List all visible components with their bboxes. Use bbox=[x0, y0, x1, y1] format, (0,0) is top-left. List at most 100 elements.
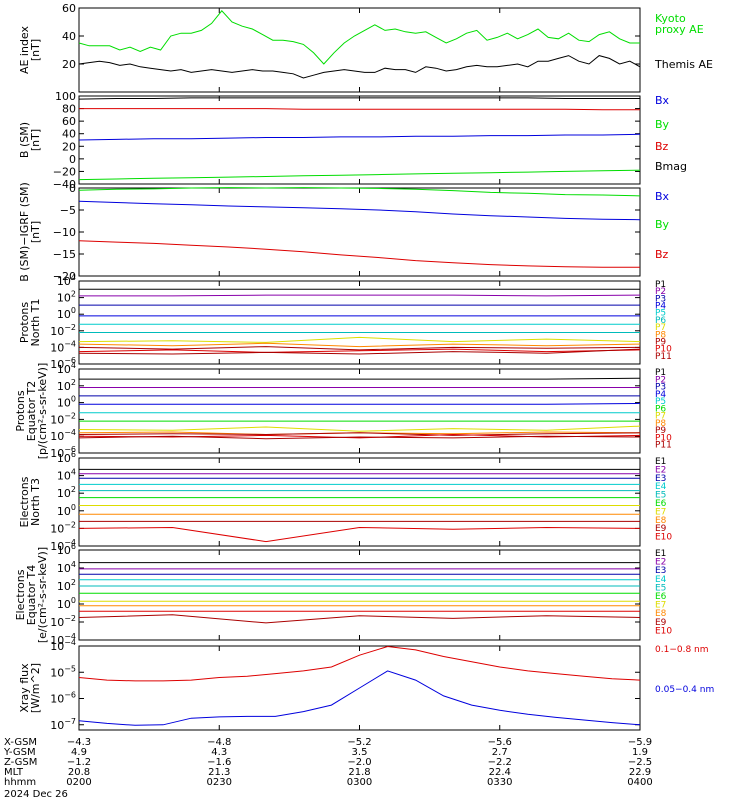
y-tick-label: 10−6 bbox=[50, 445, 76, 460]
series-legend-label: P6 bbox=[655, 404, 666, 414]
ephemeris-value: 2.7 bbox=[492, 747, 508, 758]
y-axis-label: [W/m^2] bbox=[29, 663, 42, 713]
series-line bbox=[78, 670, 641, 726]
y-axis-label: Protons bbox=[18, 302, 31, 343]
y-tick-label: 104 bbox=[57, 468, 76, 483]
series-legend-label: E6 bbox=[655, 499, 667, 509]
series-legend-label: E9 bbox=[655, 524, 667, 534]
series-legend-label: E8 bbox=[655, 516, 667, 526]
series-line bbox=[78, 348, 641, 355]
series-line bbox=[78, 645, 641, 682]
ephemeris-value: −2.0 bbox=[347, 757, 371, 768]
series-legend-label: E10 bbox=[655, 626, 672, 636]
ephemeris-value: −1.6 bbox=[207, 757, 231, 768]
ephemeris-value: −1.2 bbox=[67, 757, 91, 768]
series-line bbox=[78, 614, 641, 624]
series-legend-label: P4 bbox=[655, 302, 666, 312]
ephemeris-value: −5.6 bbox=[488, 737, 512, 748]
series-legend-label: P10 bbox=[655, 433, 672, 443]
y-tick-label: 10−4 bbox=[50, 428, 76, 443]
series-legend-label: P8 bbox=[655, 419, 666, 429]
series-legend-label: E9 bbox=[655, 618, 667, 628]
series-legend-label: E3 bbox=[655, 474, 666, 484]
series-line bbox=[78, 240, 640, 268]
series-line bbox=[79, 377, 641, 380]
y-axis-label: [nT] bbox=[29, 129, 42, 151]
ephemeris-value: 4.3 bbox=[211, 747, 227, 758]
y-axis-label: Electrons bbox=[14, 569, 27, 620]
series-legend-label: Bmag bbox=[655, 160, 687, 173]
y-tick-label: 40 bbox=[62, 30, 76, 43]
series-legend-label: P11 bbox=[655, 352, 672, 362]
y-tick-label: 60 bbox=[62, 2, 76, 15]
y-tick-label: 104 bbox=[57, 361, 76, 376]
date-label: 2024 Dec 26 bbox=[4, 789, 68, 800]
y-tick-label: 10−4 bbox=[50, 538, 76, 553]
series-legend-label: By bbox=[655, 118, 670, 131]
y-tick-label: 10−2 bbox=[50, 411, 76, 426]
series-legend-label: E8 bbox=[655, 609, 667, 619]
y-tick-label: 40 bbox=[62, 128, 76, 141]
ephemeris-label: X-GSM bbox=[4, 737, 37, 748]
y-tick-label: 10−6 bbox=[50, 356, 76, 371]
y-tick-label: 10−2 bbox=[50, 614, 76, 629]
series-legend-label: P3 bbox=[655, 294, 666, 304]
series-legend-label: P9 bbox=[655, 337, 666, 347]
ephemeris-value: 0400 bbox=[627, 777, 652, 788]
ephemeris-value: −4.3 bbox=[67, 737, 91, 748]
ephemeris-value: −4.8 bbox=[207, 737, 231, 748]
y-axis-label: Protons bbox=[14, 390, 27, 431]
series-legend-label: P1 bbox=[655, 280, 666, 290]
series-legend-label: P8 bbox=[655, 330, 666, 340]
footer-ephemeris: X-GSM −4.3 −4.8 −5.2 −5.6 −5.9 Y-GSM 4.9 4.3 3.5 2… bbox=[3, 737, 653, 800]
series-legend-label: E5 bbox=[655, 491, 666, 501]
ephemeris-value: 1.9 bbox=[632, 747, 648, 758]
y-tick-label: 100 bbox=[57, 596, 76, 611]
y-axis-label: Xray flux bbox=[18, 663, 31, 713]
series-legend-label: P5 bbox=[655, 309, 666, 319]
y-tick-label: 106 bbox=[57, 450, 76, 465]
y-axis-label: Equator T2 bbox=[25, 381, 38, 441]
series-legend-label: E1 bbox=[655, 457, 666, 467]
y-tick-label: 100 bbox=[57, 503, 76, 518]
ephemeris-value: 4.9 bbox=[71, 747, 87, 758]
y-tick-label: 104 bbox=[57, 560, 76, 575]
y-tick-label: 10−6 bbox=[50, 691, 76, 706]
y-axis-label: North T1 bbox=[29, 299, 42, 347]
y-axis-label: AE index bbox=[18, 25, 31, 74]
series-line bbox=[78, 432, 641, 436]
panel-frame bbox=[78, 187, 641, 277]
series-line bbox=[78, 200, 641, 221]
series-legend-label: E7 bbox=[655, 601, 666, 611]
series-legend-label: Bz bbox=[655, 248, 669, 261]
series-legend-label: P7 bbox=[655, 323, 666, 333]
series-legend-label: E6 bbox=[655, 592, 667, 602]
y-axis-label: B (SM)−IGRF (SM) bbox=[18, 182, 31, 282]
series-legend-label: P3 bbox=[655, 383, 666, 393]
series-line bbox=[78, 433, 641, 439]
ephemeris-label: Z-GSM bbox=[4, 757, 37, 768]
y-tick-label: 20 bbox=[62, 58, 76, 71]
panel-3: 0 −5 −10 −15 −20 B (SM)−IGRF (SM)[nT] Bx By Bz bbox=[18, 182, 670, 283]
series-legend-label: E2 bbox=[655, 465, 666, 475]
y-tick-label: −20 bbox=[53, 165, 76, 178]
series-legend-label: E2 bbox=[655, 558, 666, 568]
series-legend-label: P7 bbox=[655, 412, 666, 422]
y-tick-label: 102 bbox=[57, 578, 76, 593]
series-line bbox=[78, 336, 641, 343]
series-line bbox=[78, 10, 640, 65]
series-legend-label: P6 bbox=[655, 316, 666, 326]
y-tick-label: 104 bbox=[57, 273, 76, 288]
series-legend-label: 0.1−0.8 nm bbox=[655, 645, 709, 655]
series-legend-label: P5 bbox=[655, 397, 666, 407]
series-legend-label: E3 bbox=[655, 566, 666, 576]
panel-8: 10−4 10−5 10−6 10−7 Xray flux[W/m^2] 0.1−0.8 … bbox=[18, 638, 714, 732]
y-axis-label: Electrons bbox=[18, 476, 31, 527]
series-legend-label: Themis AE bbox=[654, 58, 713, 71]
